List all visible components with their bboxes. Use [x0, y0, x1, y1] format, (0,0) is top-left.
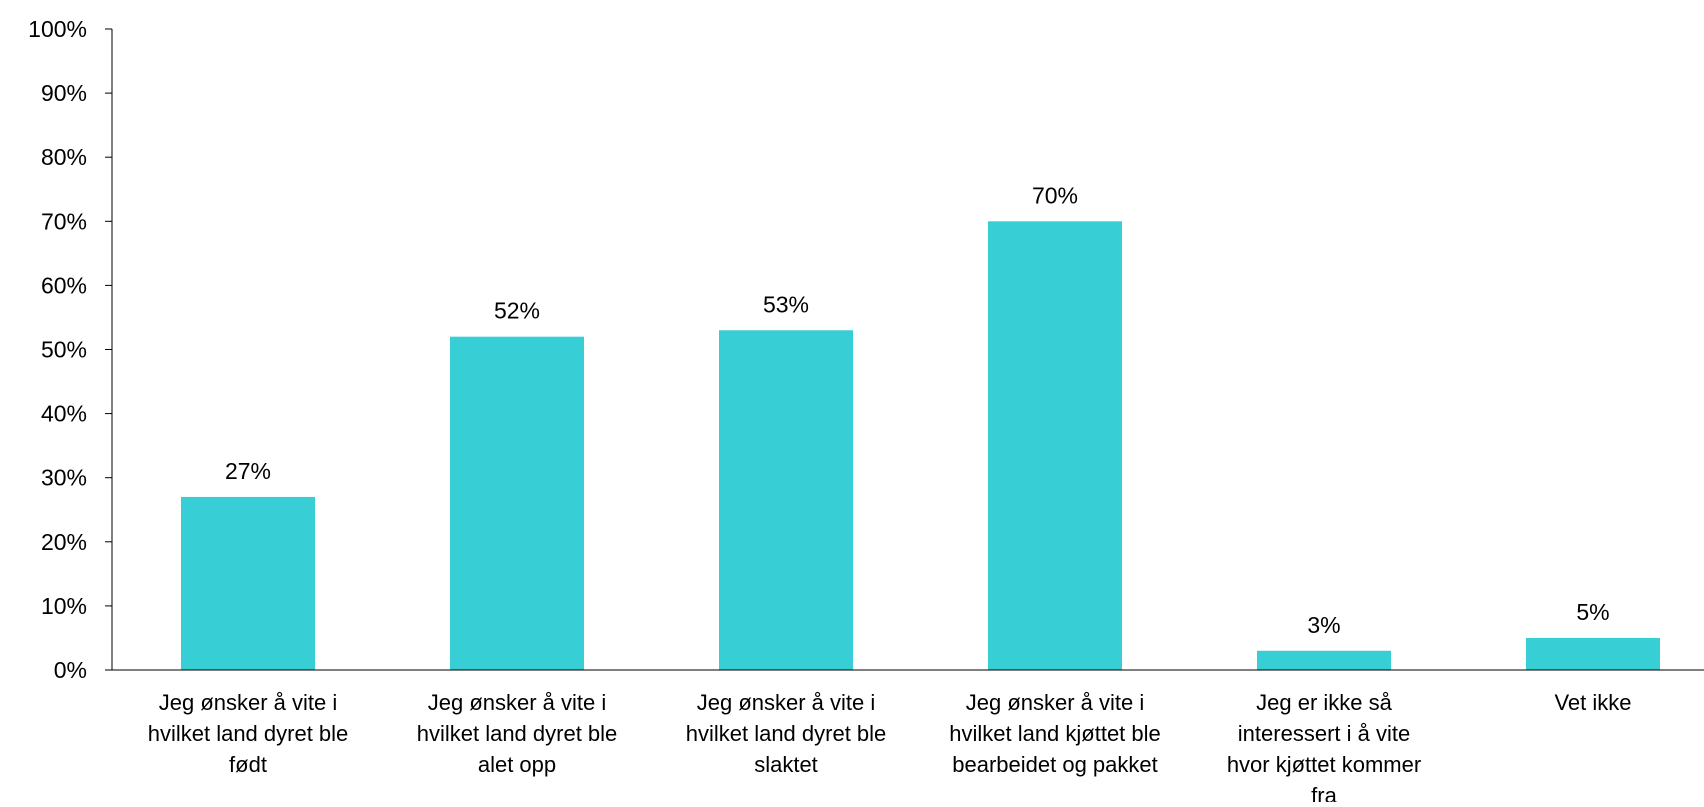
x-category-label: Jeg ønsker å vite i: [697, 690, 876, 715]
bar: [1526, 637, 1660, 670]
bar: [988, 221, 1122, 671]
data-label: 3%: [1307, 612, 1340, 638]
x-axis: Jeg ønsker å vite i hvilket land dyret bl…: [112, 669, 1704, 807]
x-category-label: hvilket land kjøttet ble: [949, 721, 1161, 746]
y-tick-label: 100%: [28, 16, 87, 42]
y-tick-label: 90%: [41, 80, 87, 106]
data-label: 27%: [225, 458, 271, 484]
x-category-label: hvilket land dyret ble: [686, 721, 887, 746]
y-tick-label: 60%: [41, 272, 87, 298]
bar: [1257, 650, 1391, 670]
y-tick-label: 20%: [41, 529, 87, 555]
y-tick-label: 40%: [41, 401, 87, 427]
y-tick-label: 0%: [54, 657, 87, 683]
y-tick-label: 10%: [41, 593, 87, 619]
x-category-label: bearbeidet og pakket: [952, 752, 1158, 777]
x-category-label: Vet ikke: [1554, 690, 1631, 715]
data-label: 53%: [763, 291, 809, 317]
x-category-label: Jeg ønsker å vite i: [159, 690, 338, 715]
y-tick-label: 30%: [41, 465, 87, 491]
data-label: 5%: [1576, 599, 1609, 625]
x-category-label: Jeg ønsker å vite i: [428, 690, 607, 715]
y-tick-label: 50%: [41, 337, 87, 363]
x-category-label: hvilket land dyret ble: [148, 721, 349, 746]
x-category-label: født: [229, 752, 267, 777]
x-category-label: Jeg ønsker å vite i: [966, 690, 1145, 715]
y-axis: 0% 10% 20% 30% 40% 50% 60% 70% 80% 90% 100%: [28, 16, 113, 683]
x-category-label: hvor kjøttet kommer: [1227, 752, 1421, 777]
data-label: 70%: [1032, 182, 1078, 208]
bars: [181, 221, 1660, 671]
x-category-label: slaktet: [754, 752, 818, 777]
x-category-label: hvilket land dyret ble: [417, 721, 618, 746]
bar: [181, 496, 315, 670]
x-category-label: alet opp: [478, 752, 556, 777]
x-category-label: interessert i å vite: [1238, 721, 1410, 746]
data-label: 52%: [494, 298, 540, 324]
bar: [719, 330, 853, 670]
data-labels: 27% 52% 53% 70% 3% 5%: [225, 182, 1610, 637]
bar: [450, 336, 584, 670]
y-tick-label: 80%: [41, 144, 87, 170]
y-tick-label: 70%: [41, 208, 87, 234]
x-category-label: fra: [1311, 783, 1337, 802]
x-category-label: Jeg er ikke så: [1256, 690, 1392, 715]
